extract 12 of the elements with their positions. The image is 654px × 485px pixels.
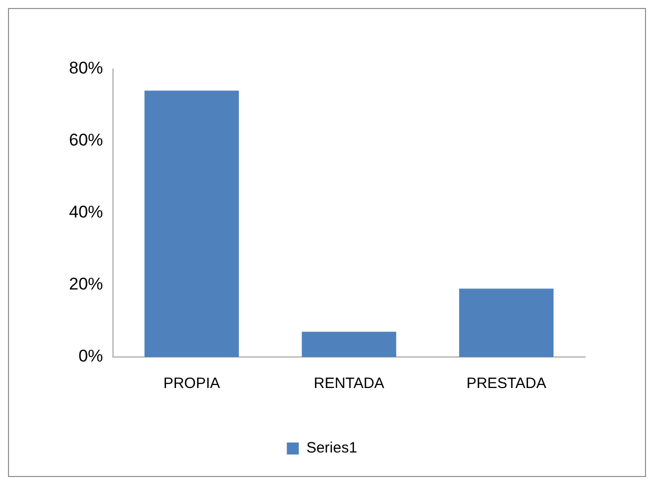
bar <box>144 90 239 357</box>
x-tick-label: PROPIA <box>163 375 220 392</box>
y-tick-label: 0% <box>78 346 104 366</box>
legend-label: Series1 <box>306 440 358 457</box>
bar <box>302 332 396 357</box>
x-tick-label: PRESTADA <box>466 375 546 392</box>
bar <box>459 288 554 357</box>
y-tick-label: 60% <box>68 130 104 150</box>
y-tick-label: 20% <box>68 274 104 294</box>
y-tick-label: 40% <box>68 202 104 222</box>
y-tick-label: 80% <box>68 58 104 78</box>
x-tick-label: RENTADA <box>314 375 384 392</box>
